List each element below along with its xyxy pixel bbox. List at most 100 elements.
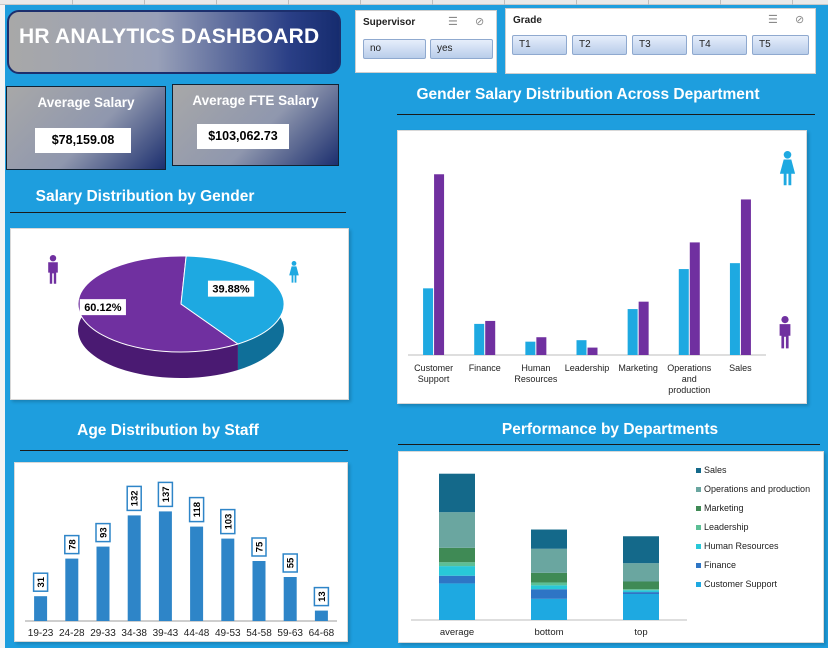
legend-label: Customer Support bbox=[704, 579, 778, 589]
row-header-strip bbox=[0, 5, 5, 648]
age-data-label: 93 bbox=[99, 527, 110, 538]
slicer-option-t3[interactable]: T3 bbox=[632, 35, 687, 55]
age-bar bbox=[158, 511, 172, 621]
column-header-bar bbox=[0, 0, 828, 5]
dept-bar bbox=[423, 288, 434, 355]
male-figure-icon bbox=[48, 255, 58, 284]
dept-bar bbox=[729, 263, 740, 355]
perf-bar-segment bbox=[439, 575, 475, 584]
slicer-option-t5[interactable]: T5 bbox=[752, 35, 809, 55]
clear-filter-icon[interactable]: ⊘ bbox=[795, 14, 805, 26]
perf-bar-segment bbox=[439, 512, 475, 548]
perf-tick-label: bottom bbox=[534, 627, 563, 638]
multi-select-icon[interactable]: ☰ bbox=[768, 14, 778, 26]
age-data-label: 75 bbox=[255, 541, 266, 552]
dept-bar bbox=[689, 242, 700, 355]
legend-label: Sales bbox=[704, 465, 727, 475]
grade-slicer[interactable]: Grade ☰ ⊘ T1 T2 T3 T4 T5 bbox=[505, 8, 816, 74]
slicer-option-no[interactable]: no bbox=[363, 39, 426, 59]
perf-bar-segment bbox=[623, 594, 659, 620]
performance-title: Performance by Departments bbox=[501, 421, 719, 438]
perf-bar-segment bbox=[531, 582, 567, 586]
male-figure-icon bbox=[779, 316, 791, 349]
divider bbox=[398, 444, 820, 445]
supervisor-slicer[interactable]: Supervisor ☰ ⊘ no yes bbox=[355, 10, 497, 73]
dept-bar bbox=[638, 301, 649, 355]
legend-label: Human Resources bbox=[704, 541, 779, 551]
dept-bar bbox=[587, 347, 598, 355]
age-tick-label: 59-63 bbox=[277, 628, 303, 639]
perf-bar-segment bbox=[623, 592, 659, 595]
age-tick-label: 44-48 bbox=[184, 628, 210, 639]
legend-swatch bbox=[696, 506, 701, 511]
perf-bar-segment bbox=[531, 529, 567, 549]
dept-tick-label: Leadership bbox=[565, 363, 610, 373]
age-data-label-box bbox=[64, 534, 80, 555]
age-data-label: 78 bbox=[67, 539, 78, 550]
pie-slice-female bbox=[180, 255, 285, 345]
age-tick-label: 39-43 bbox=[153, 628, 179, 639]
age-data-label: 118 bbox=[192, 502, 203, 517]
age-data-label: 103 bbox=[223, 514, 234, 530]
age-data-label: 137 bbox=[161, 486, 172, 502]
dept-bar bbox=[485, 320, 496, 355]
clear-filter-icon[interactable]: ⊘ bbox=[475, 16, 485, 28]
legend-label: Marketing bbox=[704, 503, 744, 513]
legend-swatch bbox=[696, 544, 701, 549]
age-tick-label: 64-68 bbox=[309, 628, 335, 639]
slicer-option-t2[interactable]: T2 bbox=[572, 35, 627, 55]
multi-select-icon[interactable]: ☰ bbox=[448, 16, 458, 28]
dept-gender-panel: Customer Support Finance Human Resources Lead… bbox=[397, 130, 807, 404]
age-panel: 31 19-23 78 24-28 93 29-33 132 34-38 137 39-43 118… bbox=[14, 462, 348, 642]
perf-bar-segment bbox=[623, 581, 659, 590]
perf-bar-segment bbox=[531, 572, 567, 583]
age-tick-label: 29-33 bbox=[90, 628, 116, 639]
age-distribution-title: Age Distribution by Staff bbox=[77, 422, 259, 439]
age-bar bbox=[96, 546, 110, 621]
age-data-label-box bbox=[282, 553, 298, 573]
gender-pie-panel: 39.88% 60.12% bbox=[10, 228, 349, 400]
age-tick-label: 49-53 bbox=[215, 628, 241, 639]
pie-slice-male bbox=[77, 255, 240, 353]
perf-bar-segment bbox=[439, 547, 475, 563]
slicer-option-t1[interactable]: T1 bbox=[512, 35, 567, 55]
average-fte-salary-value: $103,062.73 bbox=[197, 124, 289, 149]
perf-bar-segment bbox=[439, 583, 475, 620]
average-fte-salary-card: Average FTE Salary $103,062.73 bbox=[172, 84, 339, 166]
dept-bar bbox=[525, 341, 536, 355]
dashboard-title: HR ANALYTICS DASHBOARD bbox=[7, 10, 341, 74]
age-data-label: 55 bbox=[286, 557, 297, 568]
age-bar bbox=[190, 526, 204, 621]
gender-pie-title: Salary Distribution by Gender bbox=[35, 188, 255, 205]
slicer-option-yes[interactable]: yes bbox=[430, 39, 493, 59]
slicer-option-t4[interactable]: T4 bbox=[692, 35, 747, 55]
performance-chart: average bottom top Sales Operations and prod… bbox=[411, 465, 810, 638]
dept-bar bbox=[474, 323, 485, 355]
legend-swatch bbox=[696, 563, 701, 568]
gender-pie-chart: 39.88% 60.12% bbox=[48, 255, 299, 378]
perf-bar-segment bbox=[439, 473, 475, 513]
age-tick-label: 34-38 bbox=[121, 628, 147, 639]
age-tick-label: 24-28 bbox=[59, 628, 85, 639]
legend-swatch bbox=[696, 468, 701, 473]
perf-bar-segment bbox=[623, 563, 659, 582]
dept-tick-label: Marketing bbox=[618, 363, 658, 373]
age-data-label-box bbox=[95, 522, 111, 543]
perf-bar-segment bbox=[531, 598, 567, 620]
age-data-label: 132 bbox=[130, 490, 141, 506]
perf-tick-label: top bbox=[634, 627, 647, 638]
pie-label-male-box bbox=[79, 299, 126, 316]
perf-bar-segment bbox=[531, 548, 567, 573]
dept-tick-label: and bbox=[682, 374, 697, 384]
age-bar bbox=[127, 515, 141, 621]
divider bbox=[20, 450, 348, 451]
dept-bar bbox=[434, 174, 445, 355]
age-bar bbox=[283, 577, 297, 621]
dept-tick-label: Sales bbox=[729, 363, 752, 373]
perf-bar-segment bbox=[439, 562, 475, 567]
pie-label-male: 60.12% bbox=[84, 302, 122, 314]
dept-tick-label: Human bbox=[521, 363, 550, 373]
age-data-label-box bbox=[32, 572, 49, 592]
pie-label-female: 39.88% bbox=[212, 284, 250, 296]
divider bbox=[10, 212, 346, 213]
